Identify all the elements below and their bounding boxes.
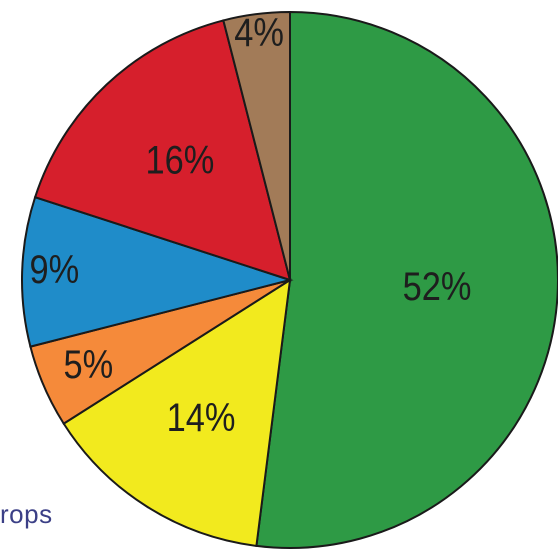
label-slice-52: 52%: [403, 263, 472, 308]
slice-52: [255, 10, 558, 549]
pie-slices: [21, 10, 558, 549]
pie-labels: 52% 14% 5% 9% 16% 4%: [29, 10, 471, 440]
slice-4: [222, 10, 291, 281]
label-slice-5: 5%: [63, 341, 113, 386]
label-slice-4: 4%: [234, 10, 284, 55]
slice-9: [21, 195, 294, 348]
slice-16: [33, 19, 292, 282]
label-slice-9: 9%: [29, 247, 79, 292]
label-slice-16: 16%: [145, 137, 214, 182]
slice-14: [62, 278, 292, 548]
caption-fragment: rops: [0, 499, 53, 529]
label-slice-14: 14%: [167, 394, 236, 439]
